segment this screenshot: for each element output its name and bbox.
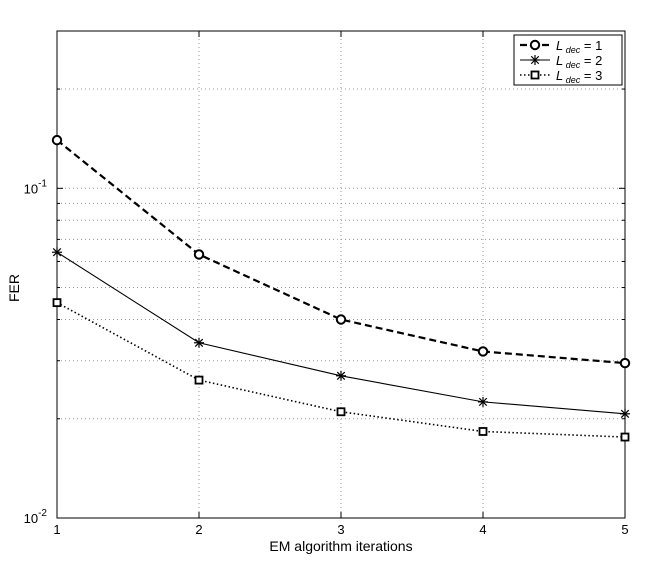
series-2 — [52, 247, 630, 419]
star-marker — [336, 370, 346, 381]
x-tick-label: 1 — [53, 522, 60, 537]
star-stroke — [620, 409, 630, 419]
square-marker — [478, 427, 488, 436]
circle-marker — [619, 357, 631, 369]
circle-marker — [477, 346, 489, 357]
square-marker — [336, 407, 346, 417]
square-marker — [194, 375, 204, 385]
data-point — [335, 314, 347, 325]
circle-marker — [335, 314, 347, 325]
plot-frame — [56, 30, 626, 519]
star-marker — [194, 337, 204, 348]
circle-marker — [51, 134, 63, 146]
series-3 — [52, 298, 630, 442]
data-point — [620, 408, 630, 419]
circle-marker — [529, 39, 541, 51]
x-tick-label: 3 — [337, 522, 344, 537]
square-marker — [52, 298, 62, 308]
legend-label: L dec = 1 — [556, 38, 602, 55]
square-marker — [620, 432, 630, 442]
y-tick-label: 10-2 — [24, 508, 48, 526]
star-stroke — [52, 248, 62, 257]
data-point — [478, 427, 488, 436]
legend-item-1: L dec = 1 — [520, 38, 602, 55]
data-point — [478, 396, 488, 407]
data-point — [52, 247, 62, 258]
data-point — [194, 337, 204, 348]
star-stroke — [194, 338, 204, 347]
star-marker — [620, 408, 630, 419]
grid-layer — [57, 31, 625, 518]
data-point — [477, 346, 489, 357]
data-point — [620, 432, 630, 442]
star-marker — [478, 396, 488, 407]
legend-label: L dec = 3 — [556, 68, 602, 85]
square-marker — [530, 70, 540, 80]
data-point — [336, 407, 346, 417]
x-tick-label: 4 — [479, 522, 486, 537]
series-1 — [51, 134, 631, 369]
legend-label: L dec = 2 — [556, 53, 602, 70]
data-point — [336, 370, 346, 381]
plot-area — [57, 31, 625, 518]
star-stroke — [336, 371, 346, 380]
y-tick-label: 10-1 — [24, 178, 48, 196]
axes-layer: 1 2 3 4 5 10-2 10-1 — [24, 30, 629, 537]
legend-item-2: L dec = 2 — [520, 53, 602, 70]
y-axis-label: FER — [6, 274, 22, 302]
legend-item-3: L dec = 3 — [520, 68, 602, 85]
star-marker — [52, 247, 62, 258]
series-layer — [51, 134, 631, 442]
data-point — [51, 134, 63, 146]
x-tick-label: 5 — [621, 522, 628, 537]
data-point — [52, 298, 62, 308]
data-point — [194, 375, 204, 385]
x-axis-label: EM algorithm iterations — [269, 538, 412, 554]
data-point — [193, 249, 205, 260]
x-tick-label: 2 — [195, 522, 202, 537]
star-marker — [530, 55, 540, 65]
series-line — [56, 139, 626, 365]
star-stroke — [478, 397, 488, 407]
legend: L dec = 1L dec = 2L dec = 3 — [513, 34, 623, 86]
circle-marker — [193, 249, 205, 260]
data-point — [619, 357, 631, 369]
star-stroke — [530, 55, 540, 65]
